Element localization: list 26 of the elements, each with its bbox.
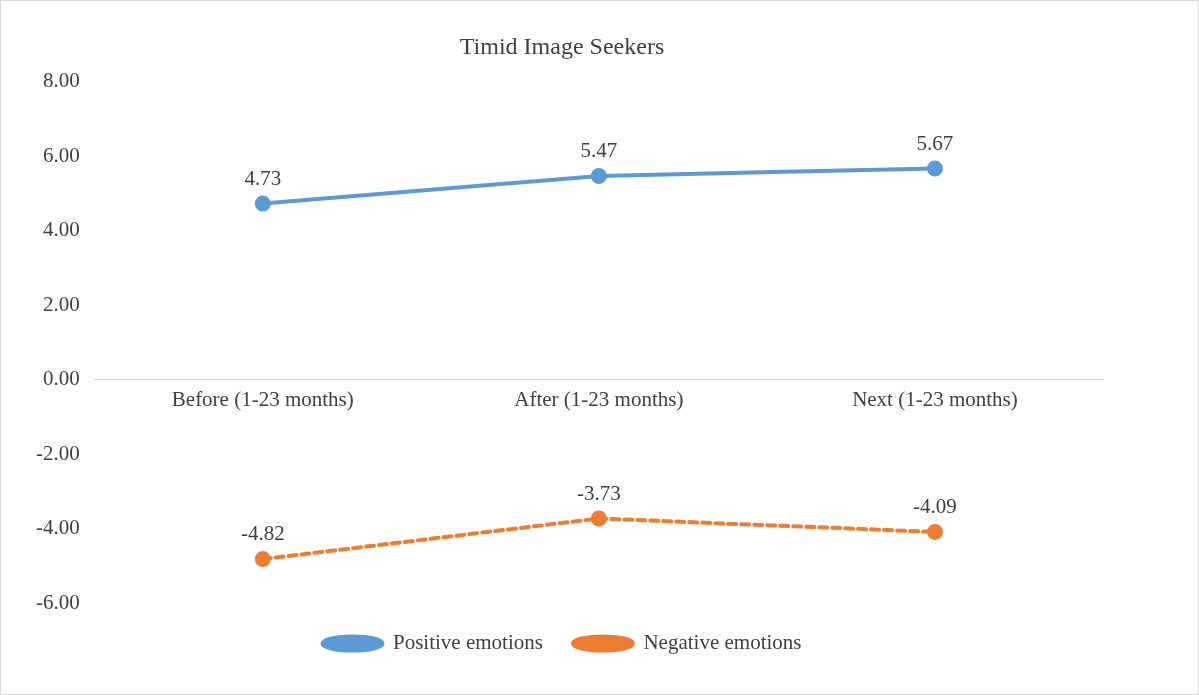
data-label: -4.82 <box>240 521 285 546</box>
legend-label: Positive emotions <box>393 630 543 655</box>
point <box>254 195 271 212</box>
y-tick-label: 8.00 <box>42 68 80 93</box>
x-tick-label: Next (1-23 months) <box>852 386 1018 411</box>
y-tick-label: 6.00 <box>42 142 80 167</box>
y-tick-label: -4.00 <box>35 515 80 540</box>
point <box>926 523 943 540</box>
y-tick-label: 2.00 <box>42 291 80 316</box>
point <box>590 167 607 184</box>
chart-title: Timid Image Seekers <box>459 32 665 59</box>
point <box>926 160 943 177</box>
data-label: 5.67 <box>916 130 954 155</box>
x-tick-label: Before (1-23 months) <box>171 386 354 411</box>
data-label: 5.47 <box>580 138 618 162</box>
x-tick-label: After (1-23 months) <box>514 386 684 411</box>
data-label: -3.73 <box>577 480 621 505</box>
y-tick-label: 0.00 <box>42 366 80 391</box>
point <box>590 510 607 527</box>
y-tick-label: 4.00 <box>42 217 80 242</box>
data-label: -4.09 <box>913 493 957 518</box>
legend-label: Negative emotions <box>643 630 802 655</box>
y-tick-label: -6.00 <box>35 589 80 614</box>
data-label: 4.73 <box>244 165 282 190</box>
y-tick-label: -2.00 <box>35 440 80 465</box>
point <box>254 551 271 568</box>
